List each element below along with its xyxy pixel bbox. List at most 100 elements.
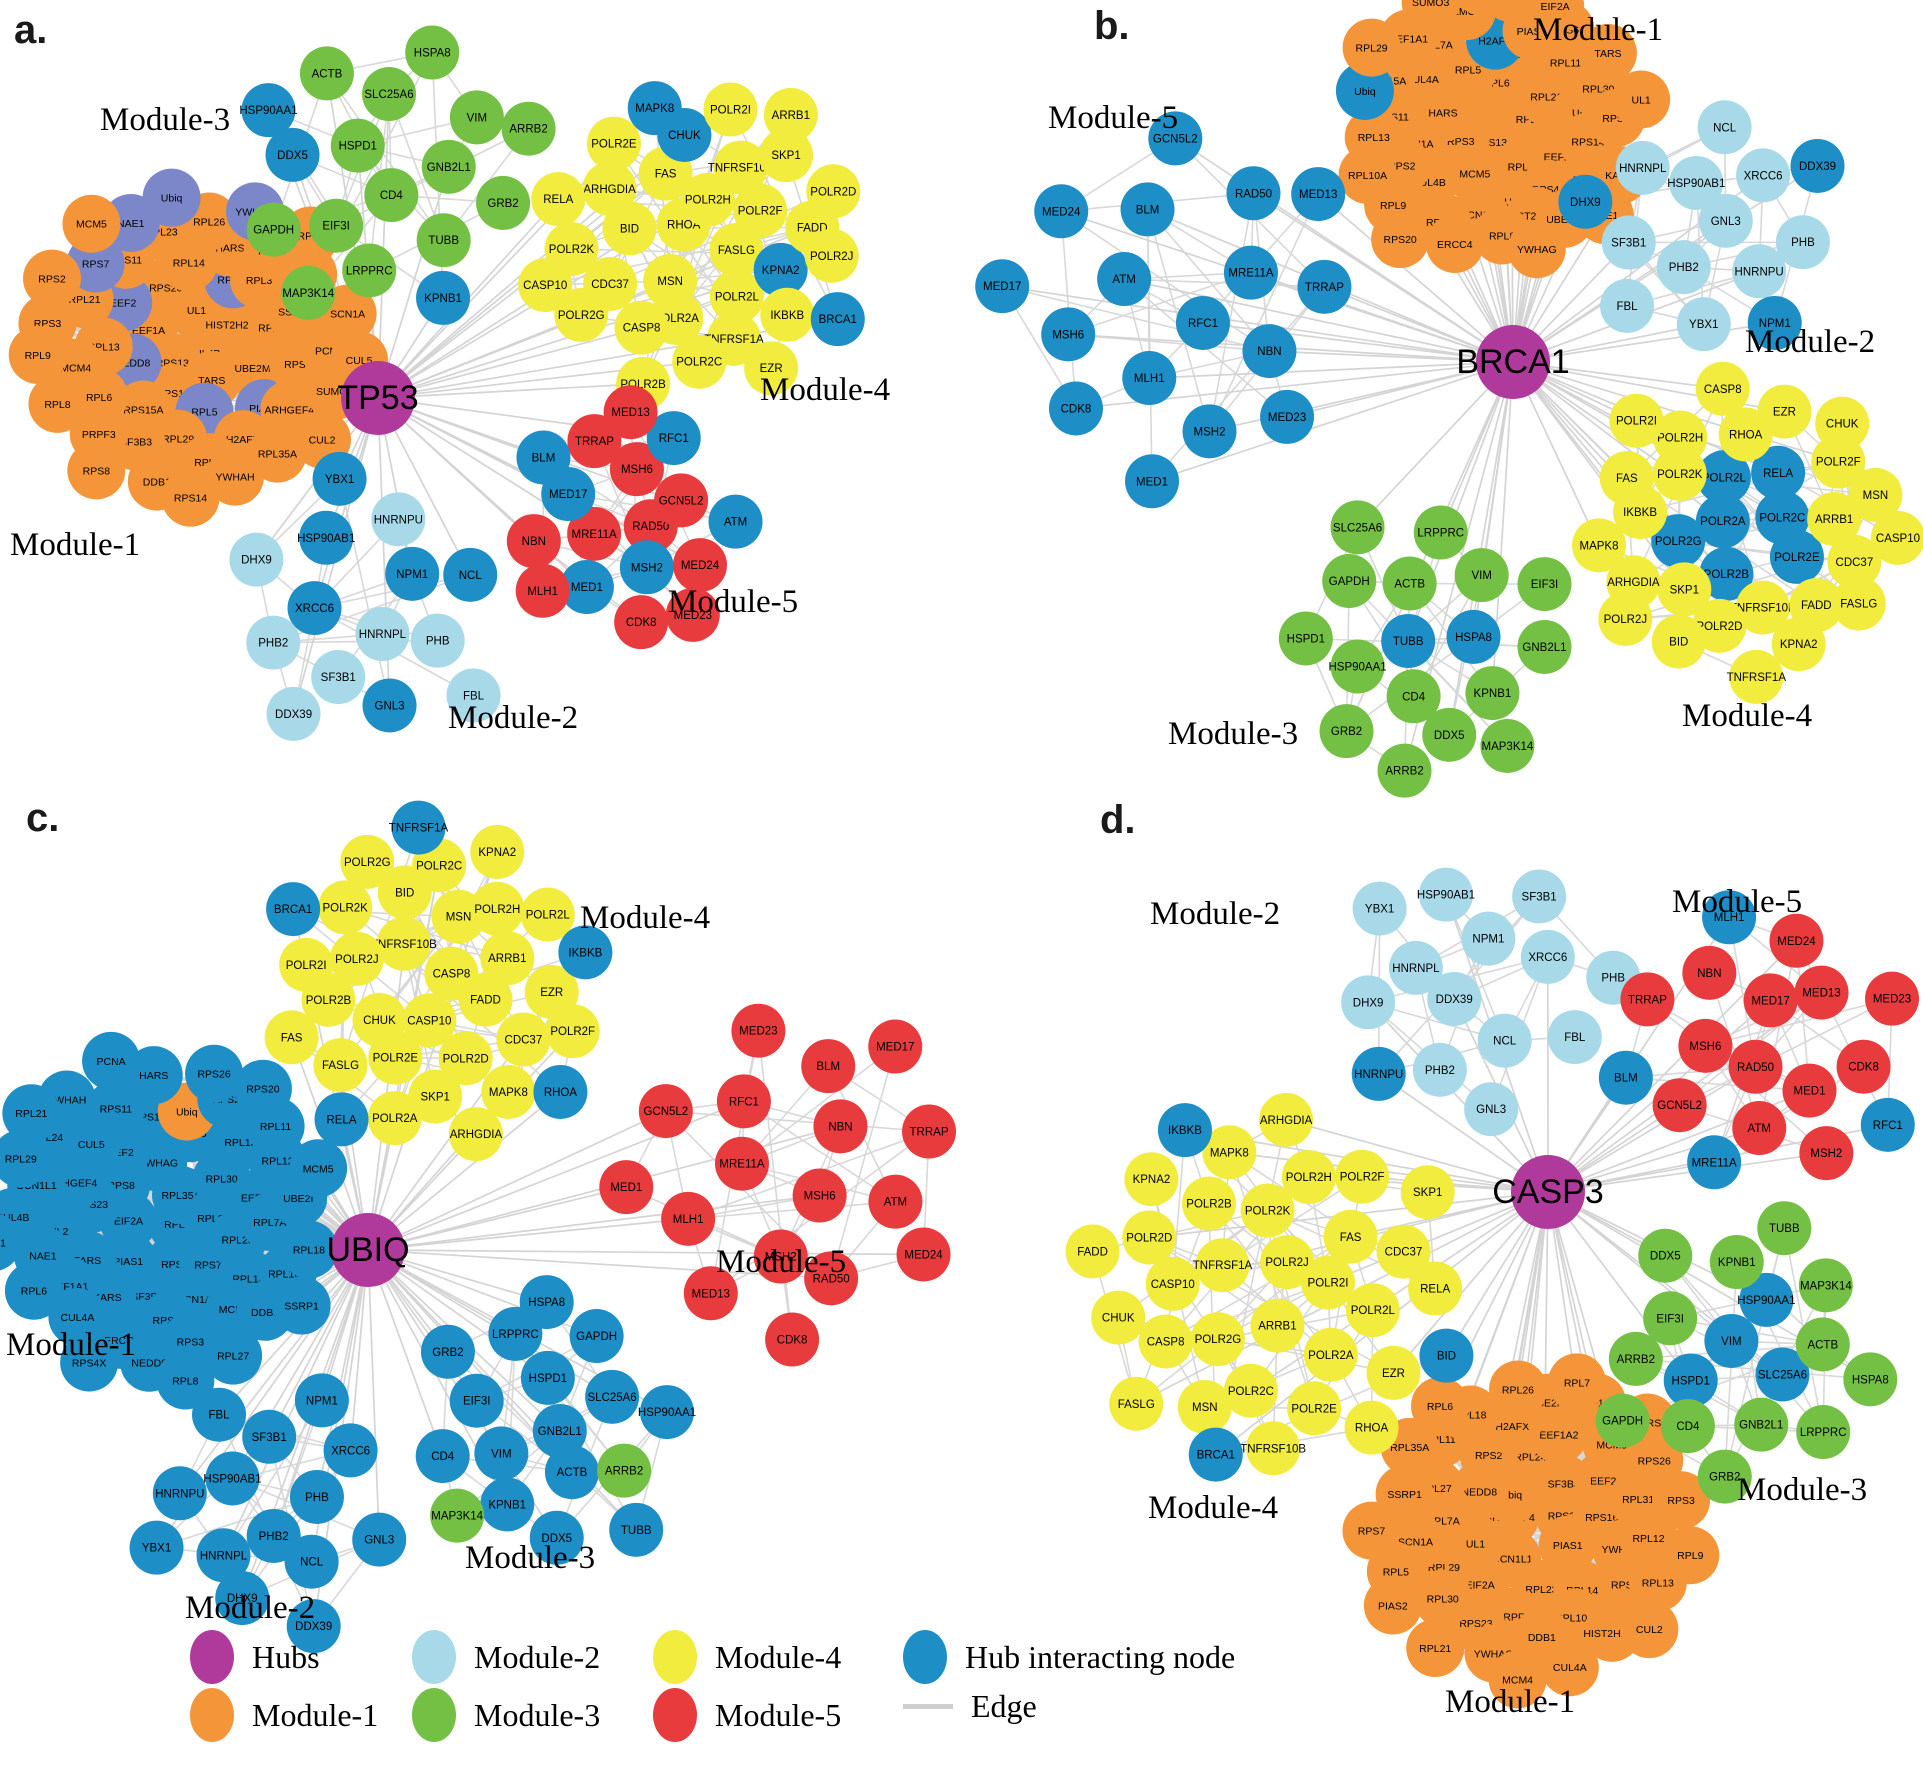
- node-RPS7[interactable]: RPS7: [1342, 1501, 1401, 1560]
- node-circle[interactable]: [1734, 1397, 1789, 1452]
- node-FASLG[interactable]: FASLG: [1831, 576, 1886, 631]
- node-circle[interactable]: [1138, 1314, 1193, 1369]
- node-circle[interactable]: [1382, 556, 1437, 611]
- node-circle[interactable]: [1547, 1010, 1602, 1065]
- node-POLR2G[interactable]: POLR2G: [1190, 1312, 1245, 1367]
- node-MED13[interactable]: MED13: [603, 385, 658, 440]
- node-circle[interactable]: [1419, 1328, 1474, 1383]
- node-NPM1[interactable]: NPM1: [1747, 295, 1802, 350]
- node-XRCC6[interactable]: XRCC6: [1520, 929, 1575, 984]
- node-circle[interactable]: [1512, 869, 1567, 924]
- node-CUL4A[interactable]: CUL4A: [1540, 1638, 1599, 1697]
- node-circle[interactable]: [545, 1004, 600, 1059]
- node-circle[interactable]: [1182, 1176, 1237, 1231]
- node-circle[interactable]: [801, 1039, 856, 1094]
- node-circle[interactable]: [1125, 454, 1180, 509]
- node-EIF3I[interactable]: EIF3I: [309, 198, 364, 253]
- node-GRB2[interactable]: GRB2: [420, 1324, 475, 1379]
- node-TUBB[interactable]: TUBB: [416, 213, 471, 268]
- node-IKBKB[interactable]: IKBKB: [1157, 1103, 1212, 1158]
- node-circle[interactable]: [314, 1092, 369, 1147]
- node-KPNA2[interactable]: KPNA2: [1124, 1152, 1179, 1207]
- node-circle[interactable]: [1600, 278, 1655, 333]
- node-circle[interactable]: [1342, 18, 1401, 77]
- node-circle[interactable]: [708, 494, 763, 549]
- node-circle[interactable]: [1335, 1149, 1390, 1204]
- node-circle[interactable]: [1278, 611, 1333, 666]
- node-CDK8[interactable]: CDK8: [765, 1312, 820, 1367]
- node-circle[interactable]: [408, 1069, 463, 1124]
- node-RPL6[interactable]: RPL6: [1410, 1376, 1469, 1435]
- node-TRRAP[interactable]: TRRAP: [1620, 972, 1675, 1027]
- node-LRPPRC[interactable]: LRPPRC: [1413, 505, 1468, 560]
- node-circle[interactable]: [1223, 1363, 1278, 1418]
- node-circle[interactable]: [1344, 1400, 1399, 1455]
- node-circle[interactable]: [1323, 1209, 1378, 1264]
- node-POLR2F[interactable]: POLR2F: [1335, 1149, 1390, 1204]
- node-circle[interactable]: [1598, 591, 1653, 646]
- node-circle[interactable]: [1799, 1126, 1854, 1181]
- node-circle[interactable]: [1351, 1046, 1406, 1101]
- node-circle[interactable]: [192, 1387, 247, 1442]
- node-CASP8[interactable]: CASP8: [614, 300, 669, 355]
- node-POLR2C[interactable]: POLR2C: [1223, 1363, 1278, 1418]
- node-circle[interactable]: [1696, 450, 1751, 505]
- node-circle[interactable]: [1400, 1165, 1455, 1220]
- node-MED17[interactable]: MED17: [1743, 973, 1798, 1028]
- node-circle[interactable]: [501, 101, 556, 156]
- node-ACTB[interactable]: ACTB: [544, 1445, 599, 1500]
- node-FADD[interactable]: FADD: [1065, 1224, 1120, 1279]
- node-circle[interactable]: [323, 1423, 378, 1478]
- node-circle[interactable]: [329, 931, 384, 986]
- node-YBX1[interactable]: YBX1: [1676, 297, 1731, 352]
- node-circle[interactable]: [1319, 704, 1374, 759]
- node-BRCA1[interactable]: BRCA1: [1188, 1427, 1243, 1482]
- node-circle[interactable]: [1401, 0, 1460, 32]
- node-circle[interactable]: [1578, 23, 1637, 82]
- node-circle[interactable]: [1240, 1183, 1295, 1238]
- node-MAP3K14[interactable]: MAP3K14: [1480, 718, 1535, 773]
- node-MED23[interactable]: MED23: [665, 587, 720, 642]
- node-CDC37[interactable]: CDC37: [496, 1012, 551, 1067]
- node-circle[interactable]: [1195, 1238, 1250, 1293]
- node-PHB[interactable]: PHB: [1775, 215, 1830, 270]
- node-ACTB[interactable]: ACTB: [299, 46, 354, 101]
- node-CHUK[interactable]: CHUK: [1815, 396, 1870, 451]
- node-HSP90AA1[interactable]: HSP90AA1: [638, 1385, 696, 1440]
- node-circle[interactable]: [1226, 166, 1281, 221]
- node-POLR2A[interactable]: POLR2A: [367, 1091, 422, 1146]
- node-circle[interactable]: [1704, 1313, 1759, 1368]
- node-circle[interactable]: [60, 1333, 119, 1392]
- node-circle[interactable]: [1376, 1224, 1431, 1279]
- node-circle[interactable]: [266, 686, 321, 741]
- node-circle[interactable]: [1388, 940, 1443, 995]
- node-MED24[interactable]: MED24: [896, 1227, 951, 1282]
- node-BRCA1[interactable]: BRCA1: [810, 292, 865, 347]
- node-circle[interactable]: [1692, 598, 1747, 653]
- node-circle[interactable]: [1377, 743, 1432, 798]
- node-circle[interactable]: [1419, 867, 1474, 922]
- node-circle[interactable]: [529, 1510, 584, 1565]
- node-KPNA2[interactable]: KPNA2: [1771, 617, 1826, 672]
- node-RPL18[interactable]: RPL18: [279, 1220, 338, 1279]
- node-CUL2[interactable]: CUL2: [1620, 1600, 1679, 1659]
- node-MED13[interactable]: MED13: [1794, 965, 1849, 1020]
- node-ATM[interactable]: ATM: [708, 494, 763, 549]
- node-circle[interactable]: [1190, 1312, 1245, 1367]
- node-circle[interactable]: [1260, 1235, 1315, 1290]
- node-NCL[interactable]: NCL: [1477, 1013, 1532, 1068]
- node-BRCA1[interactable]: BRCA1: [266, 882, 321, 937]
- node-CASP10[interactable]: CASP10: [1145, 1256, 1200, 1311]
- node-EZR[interactable]: EZR: [1757, 384, 1812, 439]
- node-circle[interactable]: [1615, 140, 1670, 195]
- node-IKBKB[interactable]: IKBKB: [760, 287, 815, 342]
- node-circle[interactable]: [1651, 514, 1706, 569]
- node-circle[interactable]: [28, 374, 87, 433]
- node-SF3B1[interactable]: SF3B1: [1512, 869, 1567, 924]
- node-POLR2E[interactable]: POLR2E: [1287, 1381, 1342, 1436]
- node-circle[interactable]: [599, 1160, 654, 1215]
- node-circle[interactable]: [1148, 111, 1203, 166]
- node-circle[interactable]: [1281, 1150, 1336, 1205]
- node-circle[interactable]: [1609, 393, 1664, 448]
- node-circle[interactable]: [753, 1229, 808, 1284]
